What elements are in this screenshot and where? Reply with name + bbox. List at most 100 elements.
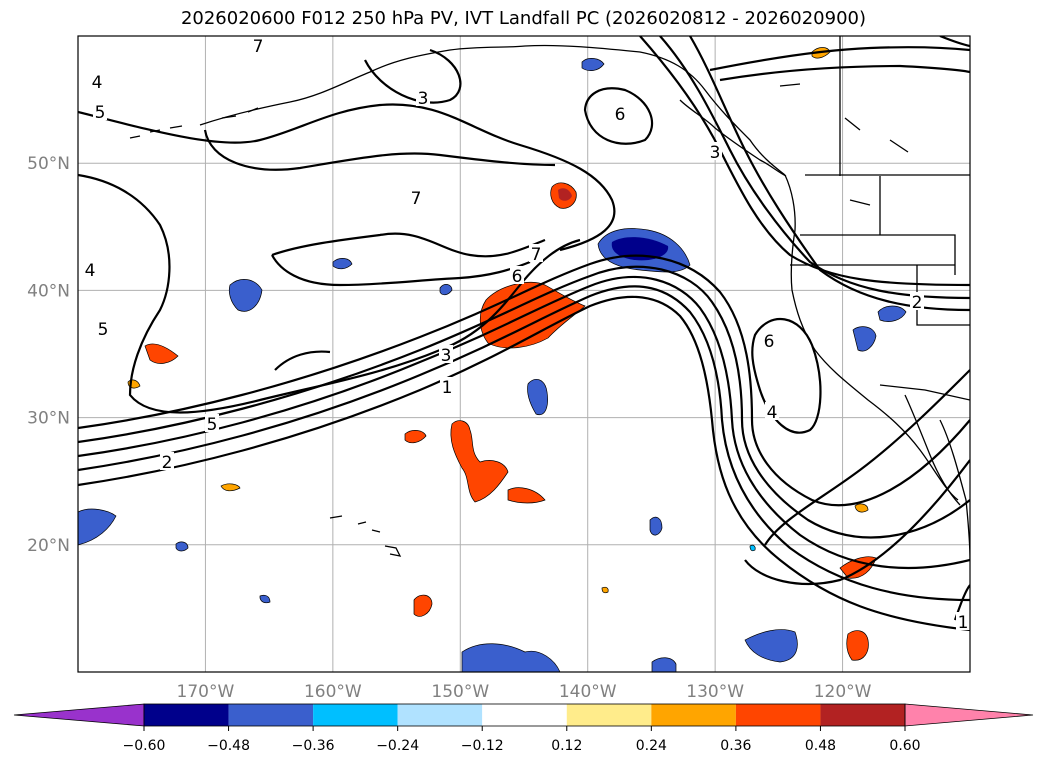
contour-label: 1: [958, 613, 969, 633]
pv-anomaly-negative: [877, 305, 907, 322]
contour-line: [78, 103, 616, 252]
contour-line: [939, 36, 970, 48]
contour-line: [751, 317, 822, 434]
contour-label-bg: [910, 292, 924, 310]
map-layers: [78, 36, 970, 672]
colorbar-frame: [143, 703, 906, 727]
coastline-bc-wa: [784, 174, 959, 501]
border-state: [916, 265, 970, 326]
contour-line: [271, 232, 546, 258]
pv-anomaly-negative: [259, 594, 271, 604]
colorbar-extend-min: [13, 703, 145, 727]
colorbar-tick-label: 0.24: [636, 738, 667, 754]
longitude-label: 120°W: [814, 682, 872, 702]
colorbar-tick-label: −0.36: [292, 738, 335, 754]
contour-line: [271, 254, 531, 287]
contour-line: [364, 48, 462, 104]
contour-line: [78, 173, 581, 414]
contour-line: [719, 64, 970, 82]
border-mex-us: [879, 384, 970, 401]
pv-anomaly-negative: [461, 643, 561, 672]
colorbar-extend-max: [904, 703, 1034, 727]
negative-pv-anomalies: [78, 58, 907, 672]
contour-label: 6: [512, 267, 523, 287]
contour-label-bg: [416, 88, 430, 106]
contour-label-bg: [762, 331, 776, 349]
latitude-label: 20°N: [27, 536, 70, 556]
colorbar-tick-label: 0.48: [805, 738, 836, 754]
latitude-labels: 50°N 40°N 30°N 20°N: [27, 154, 70, 556]
map-area: [78, 36, 970, 672]
contour-line: [583, 87, 654, 145]
colorbar-segment: [651, 704, 736, 726]
pv-anomaly-negative: [228, 279, 263, 312]
colorbar-tick-label: 0.12: [551, 738, 582, 754]
pv-anomaly-positive: [601, 586, 609, 594]
colorbar-segment: [566, 704, 652, 726]
colorbar-segment: [228, 704, 314, 726]
pv-anomaly-negative: [527, 378, 548, 416]
colorbar-tick-label: −0.12: [461, 738, 504, 754]
hawaii-islands: [329, 515, 402, 557]
pv-anomaly-negative: [332, 258, 353, 270]
colorbar-tick-label: 0.36: [720, 738, 751, 754]
aleutian-islands: [129, 107, 259, 139]
colorbar-segment: [144, 704, 229, 726]
latitude-label: 50°N: [27, 154, 70, 174]
contour-label-bg: [440, 377, 454, 395]
contour-label: 4: [92, 73, 103, 93]
pv-anomaly-positive: [507, 487, 546, 504]
map-title: 2026020600 F012 250 hPa PV, IVT Landfall…: [180, 8, 867, 29]
contour-line: [709, 46, 970, 72]
longitude-labels: 170°W 160°W 150°W 140°W 130°W 120°W: [177, 682, 872, 702]
inland-features: [779, 83, 909, 206]
coastline-alaska: [199, 44, 786, 176]
contour-line: [78, 285, 970, 602]
contour-label: 3: [441, 346, 452, 366]
colorbar-segment: [820, 704, 905, 726]
contour-label-bg: [83, 260, 97, 278]
contour-label-bg: [251, 36, 265, 54]
map-frame: [77, 35, 971, 673]
contour-line: [274, 350, 331, 371]
contour-line: [689, 36, 970, 312]
contour-line: [639, 36, 970, 287]
pv-anomaly-negative: [581, 58, 605, 71]
colorbar: −0.60 −0.48 −0.36 −0.24 −0.12 0.12 0.24 0.36 0.4…: [13, 703, 1034, 754]
colorbar-tick-label: −0.24: [376, 738, 419, 754]
pv-anomaly-positive: [558, 188, 572, 201]
contour-label: 3: [418, 89, 429, 109]
pv-anomaly-negative: [852, 326, 877, 352]
contour-label-bg: [956, 612, 970, 630]
contour-label-bg: [510, 266, 524, 284]
pv-anomaly-negative: [611, 237, 669, 261]
contour-label: 4: [85, 261, 96, 281]
contour-lines: [78, 36, 970, 632]
contour-label: 1: [442, 378, 453, 398]
pv-anomaly-positive: [220, 483, 241, 492]
colorbar-tick-label: −0.48: [207, 738, 250, 754]
longitude-label: 140°W: [559, 682, 617, 702]
pv-anomaly-positive: [846, 630, 869, 661]
contour-line: [744, 459, 970, 586]
pv-anomaly-negative: [744, 629, 798, 663]
colorbar-segment: [735, 704, 821, 726]
contour-label: 5: [207, 415, 218, 435]
contour-label-bg: [90, 72, 104, 90]
contour-label: 3: [710, 143, 721, 163]
contour-label: 5: [98, 320, 109, 340]
contour-label: 4: [767, 403, 778, 423]
contour-label: 5: [95, 103, 106, 123]
contour-line: [78, 275, 970, 570]
contour-line: [203, 129, 556, 171]
contour-label-bg: [409, 188, 423, 206]
longitude-label: 160°W: [304, 682, 362, 702]
latitude-label: 30°N: [27, 409, 70, 429]
pv-anomaly-negative: [78, 508, 117, 546]
contour-label: 2: [912, 293, 923, 313]
colorbar-segment: [397, 704, 483, 726]
pv-anomaly-positive: [450, 420, 509, 503]
pv-anomaly-positive: [839, 556, 877, 579]
